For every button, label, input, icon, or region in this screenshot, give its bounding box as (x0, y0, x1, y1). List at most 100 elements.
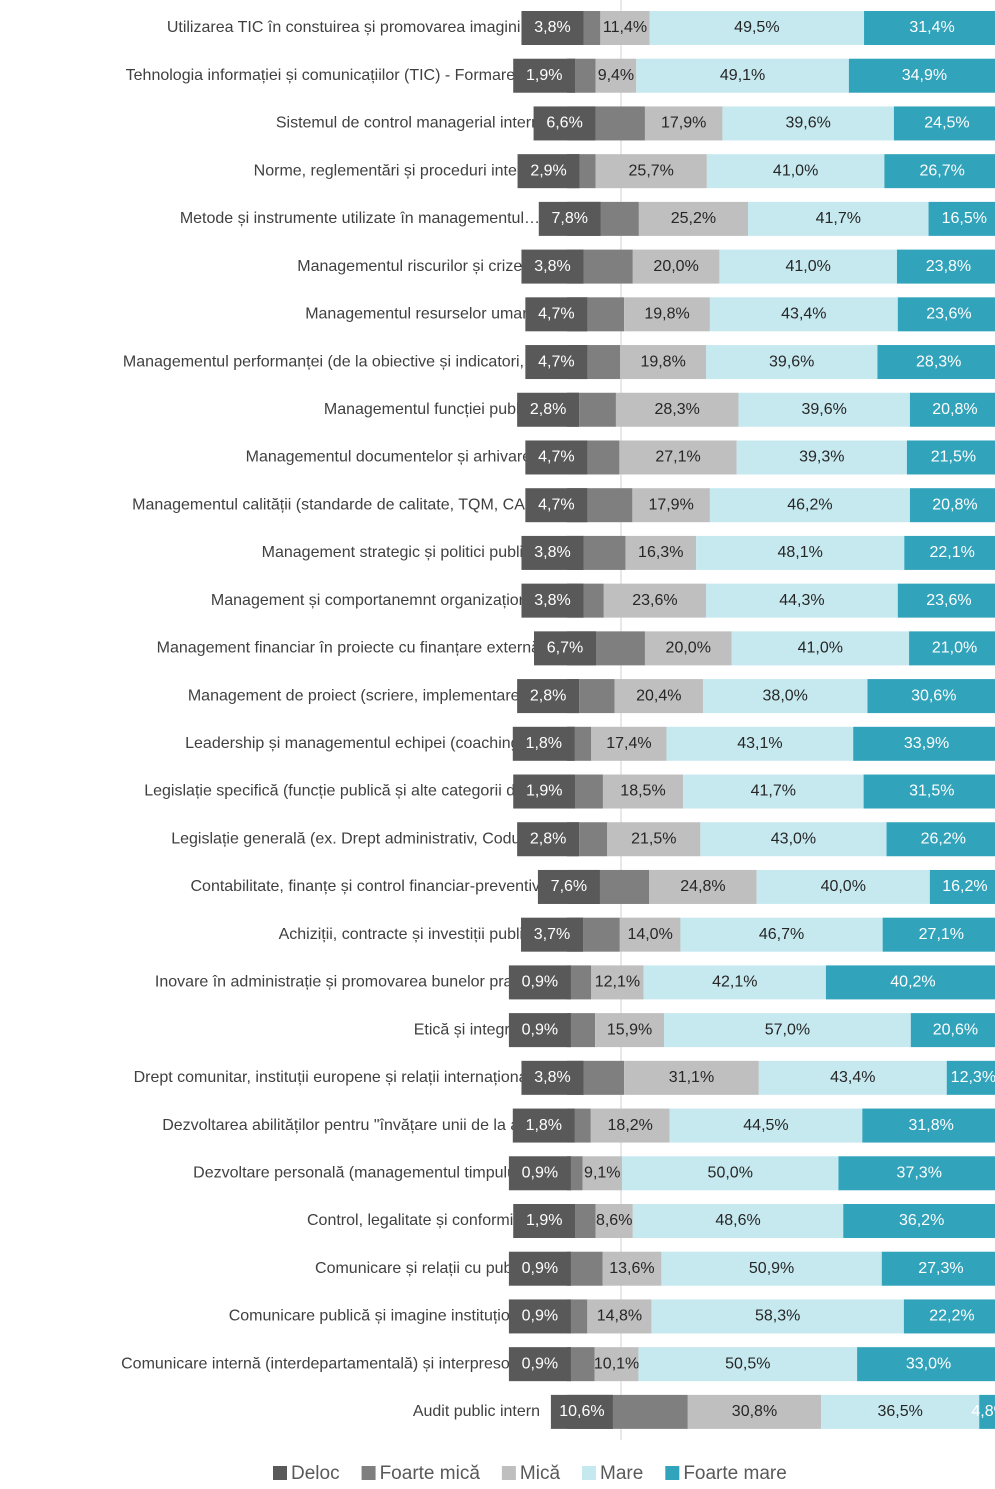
bar-segment (624, 297, 710, 332)
bar-segment (884, 154, 995, 189)
label-box (525, 488, 588, 523)
value-label: 22,1% (929, 544, 974, 561)
legend-label: Mică (520, 1463, 561, 1484)
bar-segment (582, 1156, 622, 1191)
value-label: 15,9% (607, 1021, 652, 1038)
value-label: 4,7% (538, 496, 574, 513)
bar-segment (893, 106, 995, 141)
bar-segment (649, 11, 865, 45)
value-label: 9,4% (598, 67, 634, 84)
value-label: 21,5% (631, 830, 676, 847)
value-label: 44,3% (779, 592, 824, 609)
value-label: 21,5% (931, 449, 976, 466)
category-label: Comunicare și relații cu publicul (315, 1260, 540, 1277)
value-label: 50,5% (725, 1355, 770, 1372)
bar-segment (909, 631, 995, 666)
bar-segment (853, 726, 995, 761)
label-box (521, 11, 584, 45)
bar-segment (602, 774, 684, 809)
bar-segment (867, 679, 995, 714)
legend-swatch (501, 1466, 516, 1480)
bar-segment (864, 11, 995, 45)
value-label: 28,3% (655, 401, 700, 418)
bar-segment (587, 488, 633, 523)
value-label: 26,2% (921, 830, 966, 847)
value-label: 46,2% (787, 496, 832, 513)
value-label: 24,8% (680, 878, 725, 895)
bar-segment (619, 440, 737, 475)
bar-segment (621, 1156, 839, 1191)
value-label: 41,0% (798, 640, 843, 657)
value-label: 23,6% (926, 306, 971, 323)
category-label: Managementul resurselor umane (305, 306, 540, 323)
category-label: Achiziții, contracte și investiții publi… (279, 926, 541, 943)
value-label: 41,0% (785, 258, 830, 275)
label-box (521, 1060, 584, 1095)
bar-segment (909, 392, 995, 427)
label-box (508, 1347, 571, 1382)
value-label: 0,9% (522, 1164, 558, 1181)
bar-segment (579, 822, 608, 857)
value-label: 12,1% (595, 974, 640, 991)
bar-segment (602, 1251, 662, 1286)
value-label: 27,1% (919, 926, 964, 943)
label-box (521, 535, 584, 570)
bar-segment (906, 440, 995, 475)
bar-segment (583, 1060, 625, 1095)
label-box (508, 965, 571, 1000)
category-label: Inovare în administrație și promovarea b… (155, 974, 540, 991)
value-label: 34,9% (902, 67, 947, 84)
value-label: 18,2% (608, 1117, 653, 1134)
bar-segment (570, 1347, 595, 1382)
legend-label: Foarte mică (380, 1463, 481, 1484)
bar-segment (599, 869, 650, 904)
value-label: 20,6% (933, 1021, 978, 1038)
bar-segment (579, 154, 596, 189)
bar-segment (638, 1347, 858, 1382)
value-label: 37,3% (897, 1164, 942, 1181)
bar-segment (583, 917, 620, 952)
bar-segment (583, 583, 604, 618)
bar-segment (632, 1204, 844, 1238)
label-box (513, 58, 576, 93)
bar-segment (583, 11, 601, 45)
value-label: 39,3% (799, 449, 844, 466)
bar-segment (570, 1251, 603, 1286)
category-label: Managementul funcției publice (324, 401, 540, 418)
label-box (521, 249, 584, 284)
bar-segment (706, 154, 885, 189)
value-label: 43,0% (771, 830, 816, 847)
value-label: 1,9% (526, 67, 562, 84)
value-label: 49,1% (720, 67, 765, 84)
bar-segment (680, 917, 883, 952)
category-label: Etică și integritate (414, 1021, 540, 1038)
value-label: 20,4% (636, 687, 681, 704)
value-label: 23,6% (926, 592, 971, 609)
value-label: 21,0% (932, 640, 977, 657)
value-label: 25,2% (671, 210, 716, 227)
value-label: 30,8% (732, 1403, 777, 1420)
value-label: 36,2% (899, 1212, 944, 1229)
bar-segment (862, 1108, 995, 1143)
bar-segment (910, 1013, 995, 1048)
value-label: 39,6% (785, 115, 830, 132)
value-label: 4,7% (538, 353, 574, 370)
label-box (508, 1299, 571, 1334)
value-label: 25,7% (629, 162, 674, 179)
bar-segment (756, 869, 930, 904)
value-label: 43,4% (830, 1069, 875, 1086)
bar-segment (574, 1108, 591, 1143)
value-label: 27,1% (655, 449, 700, 466)
label-box (550, 1394, 613, 1429)
value-label: 0,9% (522, 974, 558, 991)
value-label: 1,8% (526, 735, 562, 752)
bar-segment (928, 201, 995, 236)
value-label: 1,8% (526, 1117, 562, 1134)
bar-segment (838, 1156, 995, 1191)
bar-segment (979, 1394, 995, 1429)
bar-segment (587, 297, 625, 332)
label-box (533, 106, 596, 141)
category-label: Contabilitate, finanțe și control financ… (190, 878, 540, 895)
value-label: 16,5% (942, 210, 987, 227)
